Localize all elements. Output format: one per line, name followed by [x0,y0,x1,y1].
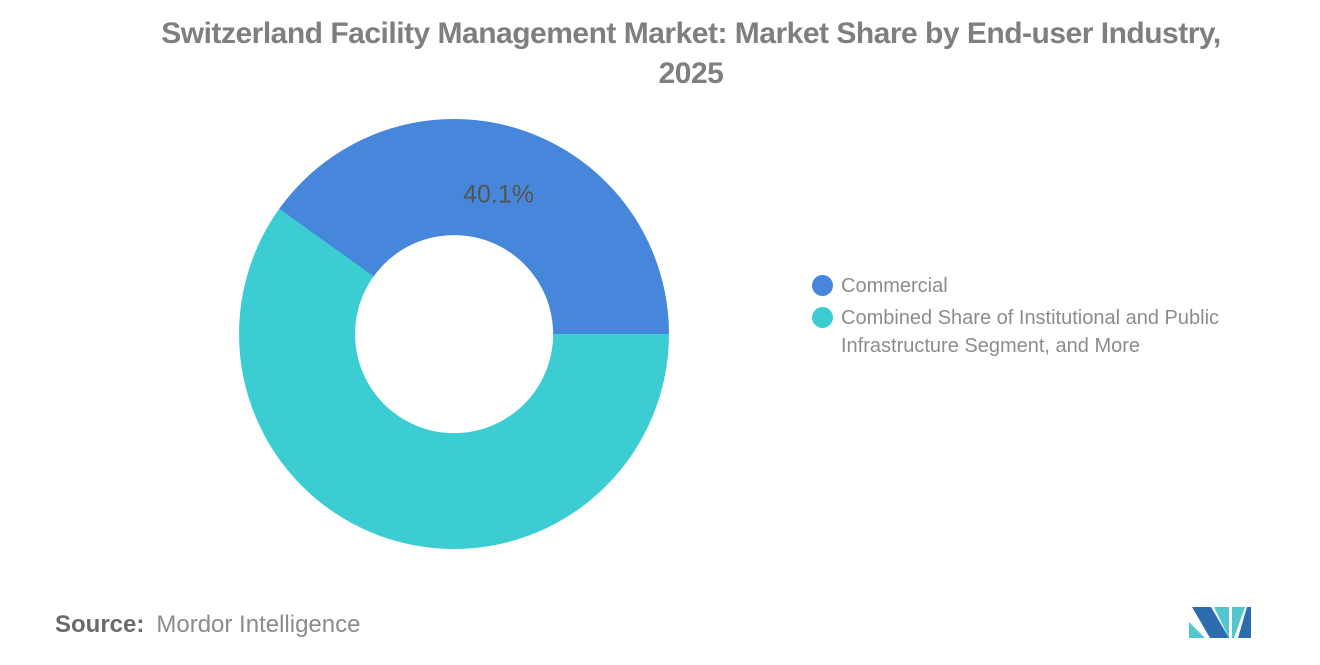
donut-hole [355,235,553,433]
mordor-intelligence-logo-icon [1189,607,1251,638]
legend-marker-icon [812,307,833,328]
legend-item[interactable]: Combined Share of Institutional and Publ… [812,304,1227,360]
source-line: Source: Mordor Intelligence [55,611,360,639]
legend-marker-icon [812,275,833,296]
legend: Commercial Combined Share of Institutiona… [812,272,1227,364]
source-label: Source: [55,611,145,638]
slice-label: 40.1% [463,180,534,209]
chart-title: Switzerland Facility Management Market: … [0,14,1320,94]
legend-label: Commercial [841,275,948,297]
legend-label: Combined Share of Institutional and Publ… [841,307,1220,357]
chart-title-line2: 2025 [658,57,724,90]
source-value: Mordor Intelligence [156,611,361,638]
donut-chart: 40.1% [239,119,669,549]
legend-item[interactable]: Commercial [812,272,1227,300]
chart-title-line1: Switzerland Facility Management Market: … [161,17,1221,50]
